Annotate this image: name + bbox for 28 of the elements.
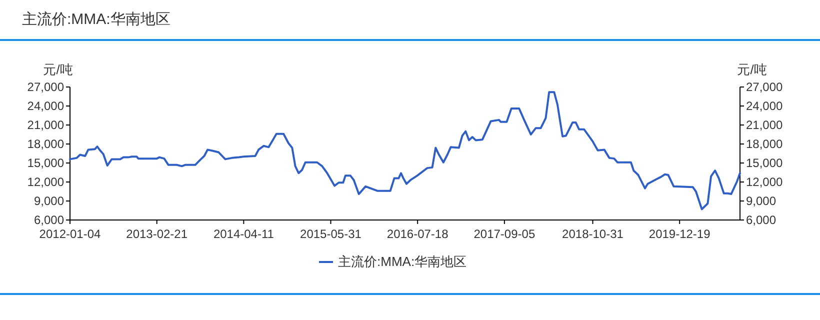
legend: 主流价:MMA:华南地区 bbox=[319, 254, 467, 269]
x-tick-label: 2018-10-31 bbox=[562, 227, 624, 241]
y-tick-label: 6,000 bbox=[34, 213, 64, 227]
x-tick-label: 2015-05-31 bbox=[300, 227, 362, 241]
y-axis-title: 元/吨 bbox=[43, 62, 73, 77]
x-tick-label: 2012-01-04 bbox=[39, 227, 102, 241]
y-tick-label: 12,000 bbox=[27, 175, 64, 189]
y-tick-label: 9,000 bbox=[34, 194, 64, 208]
y2-tick-label: 27,000 bbox=[746, 80, 784, 94]
y2-tick-label: 9,000 bbox=[746, 194, 776, 208]
y2-tick-label: 12,000 bbox=[746, 175, 784, 189]
x-tick-label: 2013-02-21 bbox=[126, 227, 188, 241]
title: 主流价:MMA:华南地区 bbox=[22, 11, 170, 28]
y-tick-label: 27,000 bbox=[27, 80, 64, 94]
x-tick-label: 2016-07-18 bbox=[386, 227, 449, 241]
x-tick-label: 2017-09-05 bbox=[474, 227, 536, 241]
y2-tick-label: 6,000 bbox=[746, 213, 776, 227]
y2-tick-label: 21,000 bbox=[746, 118, 784, 132]
y2-tick-label: 15,000 bbox=[746, 156, 784, 170]
x-tick-label: 2014-04-11 bbox=[213, 227, 274, 241]
y2-axis-title: 元/吨 bbox=[737, 62, 767, 77]
y-tick-label: 15,000 bbox=[27, 156, 64, 170]
y-tick-label: 18,000 bbox=[27, 137, 64, 151]
y-tick-label: 21,000 bbox=[27, 118, 64, 132]
x-tick-label: 2019-12-19 bbox=[648, 227, 711, 241]
y2-tick-label: 24,000 bbox=[746, 99, 784, 113]
y2-tick-label: 18,000 bbox=[746, 137, 784, 151]
y-tick-label: 24,000 bbox=[27, 99, 64, 113]
